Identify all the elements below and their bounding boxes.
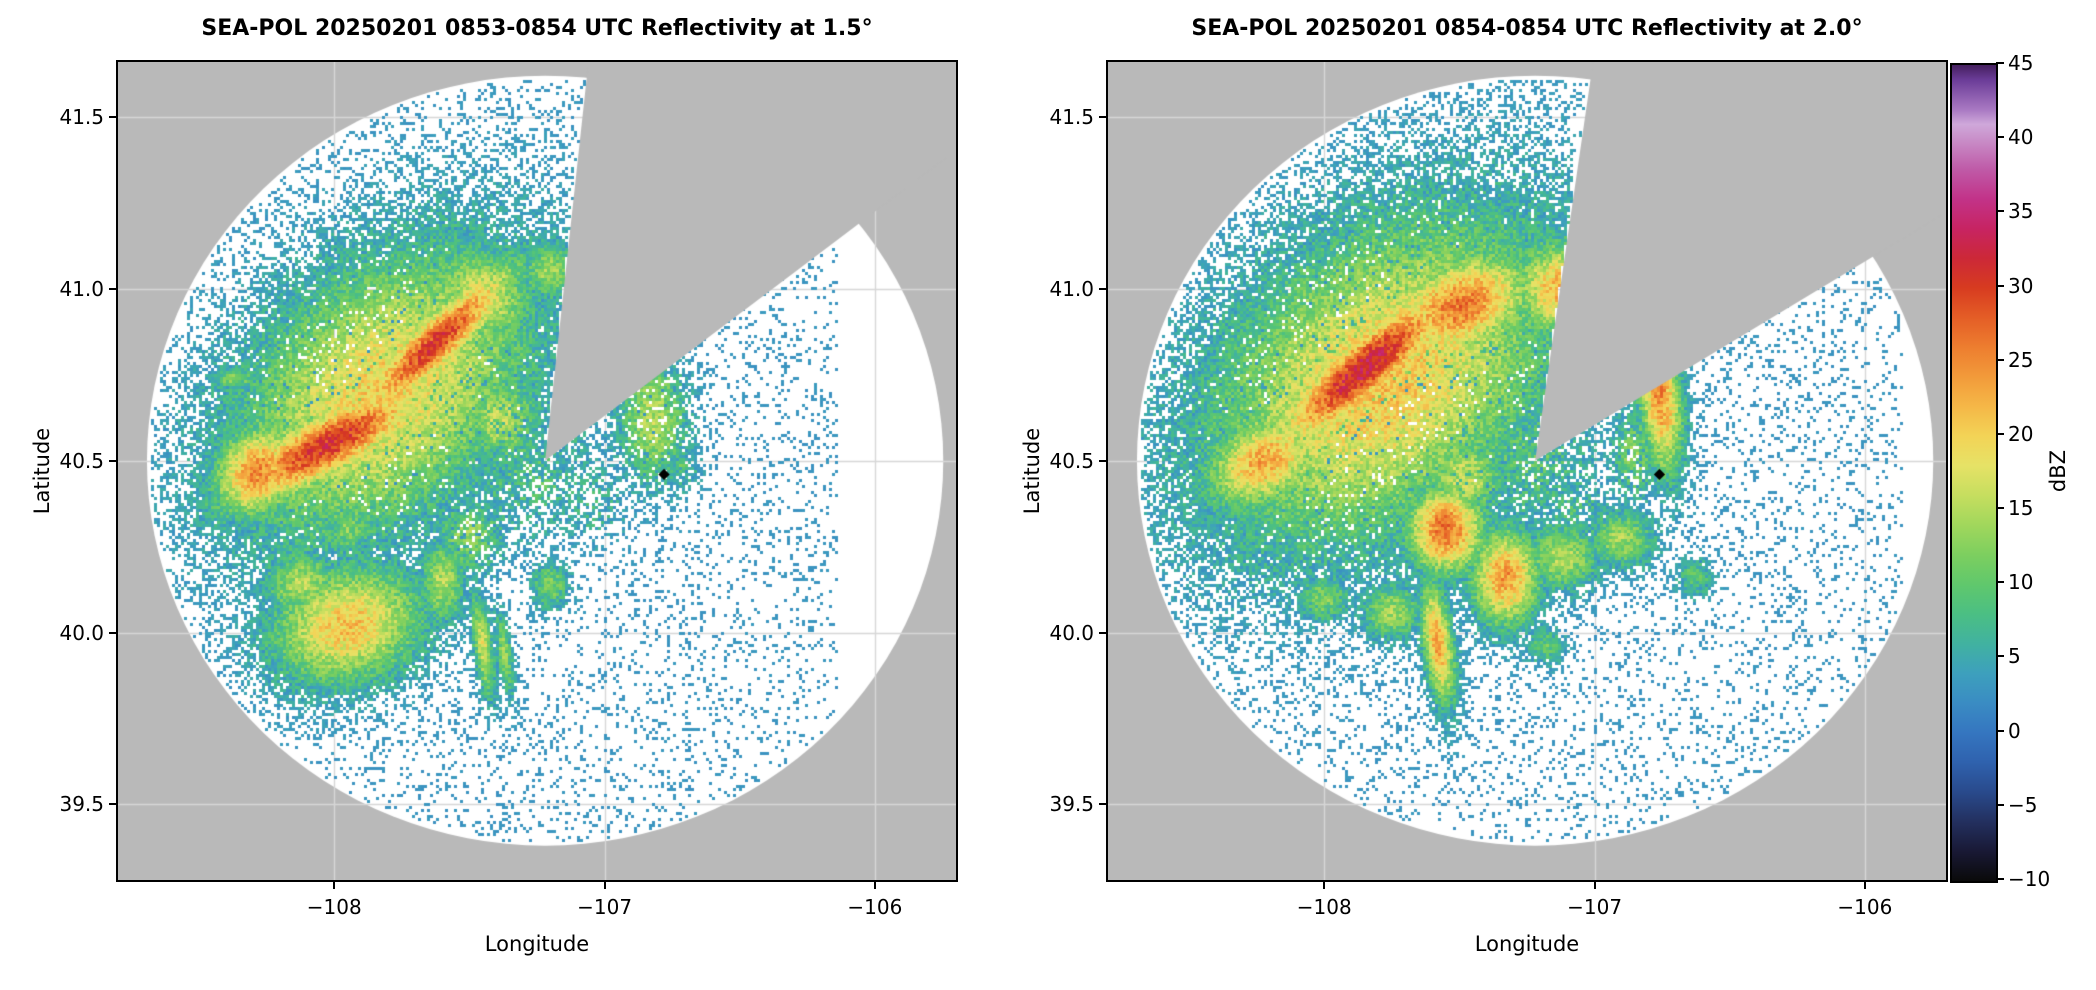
x-tick — [873, 880, 876, 889]
colorbar-tick — [1996, 62, 2004, 64]
y-tick — [109, 115, 118, 118]
x-tick-label: −108 — [306, 895, 362, 919]
colorbar-tick — [1996, 729, 2004, 732]
colorbar-tick — [1996, 803, 2004, 806]
colorbar-tick-label: 40 — [2008, 125, 2034, 150]
colorbar-tick-label: 35 — [2008, 199, 2034, 224]
colorbar-tick-label: 25 — [2008, 347, 2034, 372]
colorbar-tick — [1996, 655, 2004, 658]
y-tick-label: 40.0 — [1049, 620, 1094, 645]
y-tick-label: 41.5 — [1049, 104, 1094, 129]
colorbar-tick-label: −5 — [2008, 792, 2038, 817]
right-panel-title: SEA-POL 20250201 0854-0854 UTC Reflectiv… — [1191, 16, 1863, 41]
colorbar-tick-label: −10 — [2008, 867, 2051, 891]
colorbar-tick-label: 10 — [2008, 570, 2034, 595]
colorbar-tick — [1996, 507, 2004, 510]
x-tick — [1323, 880, 1326, 889]
right-radar-canvas — [1108, 62, 1946, 880]
y-tick — [109, 803, 118, 806]
y-tick — [109, 459, 118, 462]
y-tick — [1099, 803, 1108, 806]
y-tick — [109, 287, 118, 290]
x-tick — [1593, 880, 1596, 889]
left-x-axis-label: Longitude — [484, 932, 590, 956]
y-tick-label: 39.5 — [59, 792, 104, 817]
y-tick — [1099, 459, 1108, 462]
y-tick-label: 41.0 — [59, 276, 104, 301]
colorbar-tick — [1996, 284, 2004, 287]
y-tick — [1099, 631, 1108, 634]
y-tick-label: 40.5 — [1049, 448, 1094, 473]
colorbar-tick-label: 0 — [2008, 718, 2021, 743]
y-tick — [1099, 287, 1108, 290]
colorbar-tick — [1996, 210, 2004, 213]
left-panel-title: SEA-POL 20250201 0853-0854 UTC Reflectiv… — [201, 16, 873, 41]
colorbar-label: dBZ — [2046, 449, 2070, 493]
y-tick-label: 40.5 — [59, 448, 104, 473]
x-tick-label: −108 — [1296, 895, 1352, 919]
x-tick-label: −107 — [1567, 895, 1623, 919]
x-tick-label: −106 — [1837, 895, 1893, 919]
x-tick — [1863, 880, 1866, 889]
y-tick — [1099, 115, 1108, 118]
colorbar-tick — [1996, 358, 2004, 361]
colorbar-tick-label: 20 — [2008, 421, 2034, 446]
colorbar-tick — [1996, 581, 2004, 584]
left-radar-canvas — [118, 62, 956, 880]
left-plot-area — [116, 60, 958, 882]
y-tick-label: 39.5 — [1049, 792, 1094, 817]
x-tick-label: −107 — [577, 895, 633, 919]
right-plot-area — [1106, 60, 1948, 882]
y-tick-label: 41.5 — [59, 104, 104, 129]
colorbar-tick — [1996, 878, 2004, 880]
colorbar-tick — [1996, 432, 2004, 435]
right-x-axis-label: Longitude — [1474, 932, 1580, 956]
x-tick-label: −106 — [847, 895, 903, 919]
colorbar — [1950, 63, 1998, 883]
colorbar-tick-label: 45 — [2008, 51, 2034, 75]
colorbar-tick-label: 30 — [2008, 273, 2034, 298]
x-tick — [333, 880, 336, 889]
y-tick-label: 41.0 — [1049, 276, 1094, 301]
y-tick-label: 40.0 — [59, 620, 104, 645]
x-tick — [603, 880, 606, 889]
colorbar-tick-label: 15 — [2008, 496, 2034, 521]
colorbar-tick-label: 5 — [2008, 644, 2021, 669]
colorbar-tick — [1996, 136, 2004, 139]
y-tick — [109, 631, 118, 634]
